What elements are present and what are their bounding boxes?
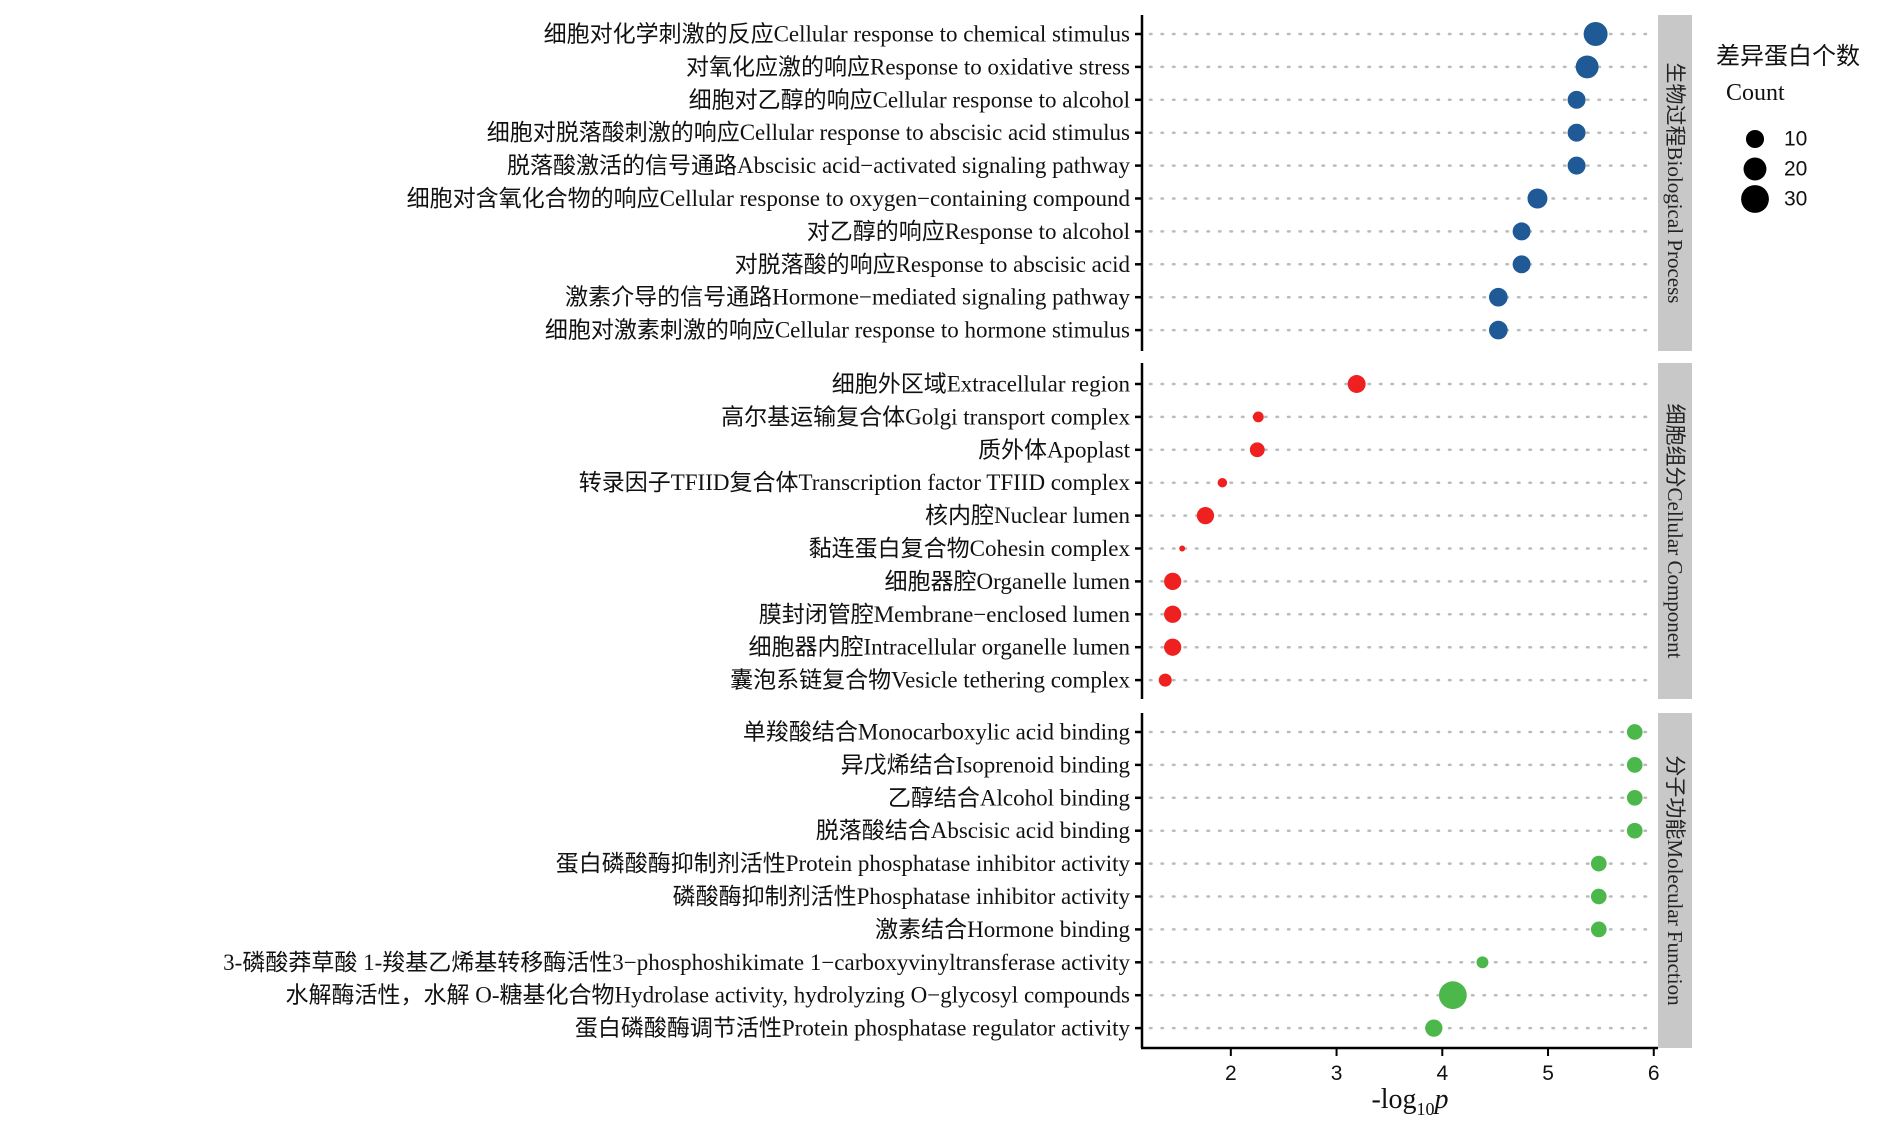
data-point — [1158, 673, 1172, 687]
y-tick-label: 激素介导的信号通路Hormone−mediated signaling path… — [565, 285, 1130, 310]
x-axis-label: -log10p — [1371, 1084, 1448, 1119]
data-point — [1567, 123, 1586, 142]
facet-strip-label: 细胞组分Cellular Component — [1663, 404, 1687, 659]
y-tick-label: 转录因子TFIID复合体Transcription factor TFIID c… — [579, 470, 1131, 495]
data-point — [1252, 411, 1264, 423]
legend-subtitle: Count — [1726, 80, 1785, 106]
y-tick-label: 细胞外区域Extracellular region — [832, 372, 1131, 397]
facet-strip — [1658, 713, 1692, 1048]
y-tick-label: 细胞对脱落酸刺激的响应Cellular response to abscisic… — [487, 120, 1130, 145]
facet-strip-label: 生物过程Biological Process — [1663, 63, 1687, 304]
data-point — [1164, 638, 1182, 656]
y-tick-label: 核内腔Nuclear lumen — [925, 503, 1131, 528]
data-point — [1583, 22, 1608, 46]
legend-title: 差异蛋白个数 — [1716, 43, 1860, 70]
data-point — [1489, 320, 1508, 340]
data-point — [1249, 442, 1265, 458]
y-tick-label: 细胞对化学刺激的反应Cellular response to chemical … — [544, 22, 1130, 47]
data-point — [1217, 477, 1228, 488]
data-point — [1164, 605, 1182, 623]
y-tick-label: 黏连蛋白复合物Cohesin complex — [809, 536, 1131, 561]
data-point — [1438, 981, 1467, 1010]
y-tick-label: 脱落酸结合Abscisic acid binding — [816, 818, 1131, 843]
y-tick-label: 3-磷酸莽草酸 1-羧基乙烯基转移酶活性3−phosphoshikimate 1… — [223, 950, 1130, 975]
data-point — [1590, 921, 1607, 938]
facet-strip-label: 分子功能Molecular Function — [1663, 755, 1687, 1006]
x-tick-label: 4 — [1436, 1062, 1448, 1085]
y-tick-label: 磷酸酶抑制剂活性Phosphatase inhibitor activity — [673, 884, 1131, 909]
y-tick-label: 细胞对含氧化合物的响应Cellular response to oxygen−c… — [407, 186, 1131, 211]
facet-strip — [1658, 363, 1692, 699]
x-tick-label: 6 — [1648, 1062, 1660, 1085]
legend-key — [1741, 185, 1769, 213]
y-tick-label: 异戊烯结合Isoprenoid binding — [841, 752, 1131, 777]
data-point — [1527, 188, 1548, 209]
y-tick-label: 对氧化应激的响应Response to oxidative stress — [686, 54, 1130, 79]
data-point — [1626, 789, 1643, 806]
data-point — [1626, 757, 1643, 773]
y-tick-label: 单羧酸结合Monocarboxylic acid binding — [743, 720, 1131, 745]
data-point — [1567, 156, 1586, 175]
data-point — [1575, 55, 1599, 79]
data-point — [1425, 1019, 1443, 1037]
legend-key — [1745, 129, 1765, 149]
y-tick-label: 细胞器内腔Intracellular organelle lumen — [748, 635, 1130, 660]
x-tick-label: 2 — [1225, 1062, 1237, 1085]
y-tick-label: 细胞器腔Organelle lumen — [885, 569, 1131, 594]
y-tick-label: 脱落酸激活的信号通路Abscisic acid−activated signal… — [507, 153, 1130, 178]
data-point — [1179, 545, 1186, 552]
y-tick-label: 蛋白磷酸酶抑制剂活性Protein phosphatase inhibitor … — [556, 851, 1131, 876]
y-tick-label: 细胞对激素刺激的响应Cellular response to hormone s… — [545, 318, 1130, 343]
data-point — [1626, 724, 1643, 740]
y-tick-label: 对乙醇的响应Response to alcohol — [807, 219, 1130, 244]
y-tick-label: 乙醇结合Alcohol binding — [888, 785, 1131, 810]
legend-label: 10 — [1784, 128, 1807, 151]
legend-label: 30 — [1784, 188, 1807, 211]
y-tick-label: 囊泡系链复合物Vesicle tethering complex — [730, 668, 1130, 693]
y-tick-label: 蛋白磷酸酶调节活性Protein phosphatase regulator a… — [575, 1016, 1131, 1041]
legend-label: 20 — [1784, 158, 1807, 181]
data-point — [1590, 888, 1607, 905]
data-point — [1512, 222, 1531, 241]
data-point — [1196, 506, 1215, 525]
y-tick-label: 水解酶活性，水解 O-糖基化合物Hydrolase activity, hydr… — [286, 983, 1131, 1008]
x-tick-label: 3 — [1331, 1062, 1343, 1085]
data-point — [1626, 822, 1643, 839]
x-tick-label: 5 — [1542, 1062, 1554, 1085]
data-point — [1164, 572, 1182, 591]
data-point — [1567, 90, 1586, 109]
data-point — [1489, 287, 1508, 307]
data-point — [1476, 956, 1489, 969]
y-tick-label: 细胞对乙醇的响应Cellular response to alcohol — [689, 87, 1130, 112]
data-point — [1590, 855, 1607, 872]
data-point — [1512, 255, 1531, 274]
y-tick-label: 对脱落酸的响应Response to abscisic acid — [735, 252, 1131, 277]
data-point — [1347, 375, 1366, 393]
facet-strip — [1658, 15, 1692, 351]
y-tick-label: 质外体Apoplast — [978, 437, 1131, 462]
legend-key — [1743, 157, 1767, 181]
y-tick-label: 高尔基运输复合体Golgi transport complex — [721, 404, 1130, 429]
y-tick-label: 膜封闭管腔Membrane−enclosed lumen — [759, 602, 1131, 627]
y-tick-label: 激素结合Hormone binding — [875, 917, 1130, 942]
